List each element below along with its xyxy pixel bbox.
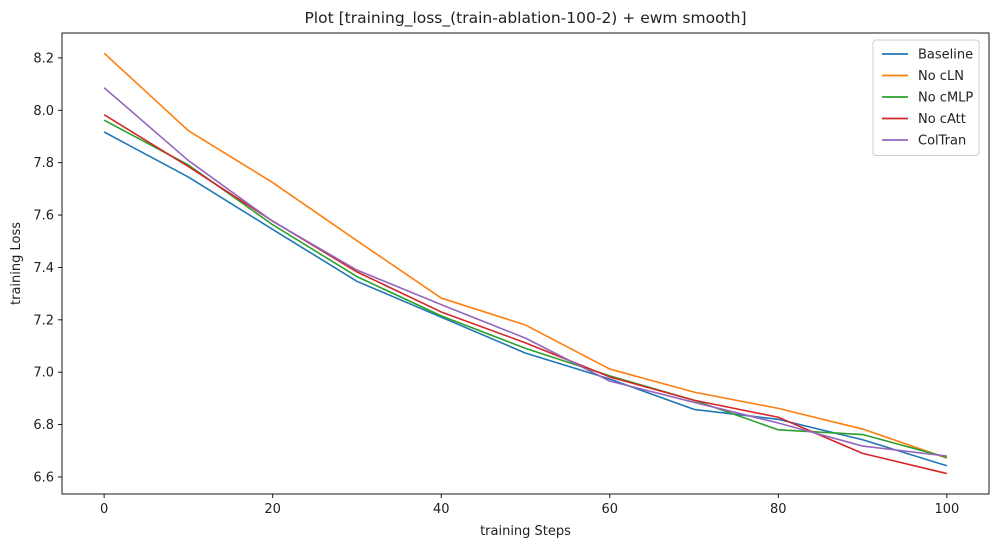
legend-label: Baseline — [918, 48, 973, 63]
legend-label: ColTran — [918, 134, 966, 149]
x-tick-label: 0 — [100, 502, 108, 517]
axes-frame — [61, 32, 990, 495]
y-tick-label: 7.4 — [33, 261, 54, 276]
y-tick-label: 7.6 — [33, 209, 54, 224]
x-tick-label: 20 — [264, 502, 281, 517]
series-line-no-cln — [103, 52, 948, 459]
y-tick-label: 6.8 — [33, 418, 54, 433]
legend-box — [872, 39, 980, 156]
legend-label: No cMLP — [918, 91, 973, 106]
x-axis-label: training Steps — [480, 524, 571, 539]
legend: Baseline No cLN No cMLP No cAtt ColTran — [872, 39, 980, 156]
x-tick-label: 60 — [601, 502, 618, 517]
series-line-baseline — [103, 131, 948, 467]
y-tick-label: 7.8 — [33, 156, 54, 171]
plot-area: 0 20 40 60 80 100 6.6 6.8 7.0 7.2 7.4 7.6 7.8 8.0 8.2 B… — [33, 32, 990, 517]
x-tick-label: 100 — [934, 502, 959, 517]
series-line-no-catt — [103, 114, 948, 475]
x-tick-label: 40 — [433, 502, 450, 517]
y-tick-label: 7.2 — [33, 313, 54, 328]
chart-title: Plot [training_loss_(train-ablation-100-… — [304, 9, 746, 28]
y-tick-label: 8.2 — [33, 51, 54, 66]
plot-background — [62, 33, 989, 494]
y-axis-label: training Loss — [9, 222, 24, 305]
y-tick-label: 6.6 — [33, 470, 54, 485]
legend-label: No cAtt — [918, 112, 966, 127]
y-tick-label: 7.0 — [33, 366, 54, 381]
x-tick-label: 80 — [770, 502, 787, 517]
series-line-coltran — [103, 87, 947, 457]
y-tick-label: 8.0 — [33, 104, 54, 119]
legend-label: No cLN — [918, 69, 964, 84]
